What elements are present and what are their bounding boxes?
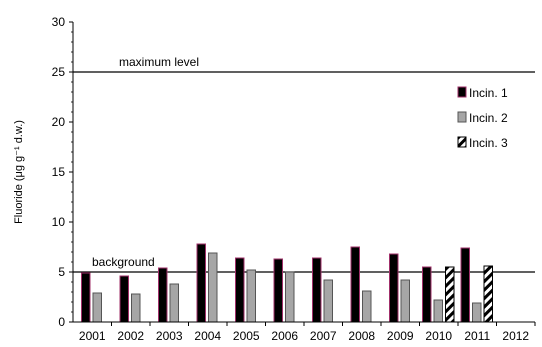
legend-swatch xyxy=(457,111,467,123)
legend-label: Incin. 3 xyxy=(469,136,508,150)
y-tick-label: 20 xyxy=(52,115,66,129)
reference-line-label: background xyxy=(92,255,155,269)
bar-incin-1-2011 xyxy=(460,247,470,323)
bar-incin-1-2006 xyxy=(273,258,283,323)
x-tick-label: 2010 xyxy=(425,329,452,343)
bar-incin-2-2007 xyxy=(323,279,333,323)
x-tick-label: 2012 xyxy=(502,329,529,343)
bar-incin-2-2011 xyxy=(472,302,482,323)
bar-incin-1-2008 xyxy=(350,246,360,323)
bar-incin-2-2002 xyxy=(131,293,141,323)
bar-incin-2-2006 xyxy=(285,271,295,323)
x-tick-label: 2005 xyxy=(233,329,260,343)
axes xyxy=(69,21,536,326)
bar-incin-1-2002 xyxy=(119,275,129,323)
x-tick-label: 2011 xyxy=(464,329,490,343)
x-tick-label: 2003 xyxy=(156,329,183,343)
bar-incin-2-2004 xyxy=(208,252,218,323)
reference-lines: maximum level background xyxy=(73,55,535,273)
x-tick-label: 2006 xyxy=(271,329,298,343)
y-tick-label: 10 xyxy=(52,215,66,229)
bar-incin-1-2005 xyxy=(235,257,245,323)
legend: Incin. 1 Incin. 2 Incin. 3 xyxy=(457,86,508,150)
tick-labels: 0 5 10 15 20 25 30 2001 2002 2003 2004 2005 2006 2007… xyxy=(52,15,530,343)
bar-incin-2-2001 xyxy=(92,292,102,323)
y-tick-label: 15 xyxy=(52,165,66,179)
bar-incin-1-2003 xyxy=(158,267,168,323)
y-tick-label: 5 xyxy=(58,265,65,279)
y-tick-label: 30 xyxy=(52,15,66,29)
bar-incin-1-2004 xyxy=(196,243,206,323)
legend-swatch xyxy=(457,136,467,148)
x-tick-label: 2008 xyxy=(348,329,375,343)
bar-incin-1-2007 xyxy=(312,257,322,323)
bar-incin-1-2009 xyxy=(389,253,399,323)
x-tick-label: 2002 xyxy=(117,329,144,343)
y-tick-label: 25 xyxy=(52,65,66,79)
y-axis-label: Fluoride (μg g⁻¹ d.w.) xyxy=(13,120,25,224)
bar-incin-1-2010 xyxy=(422,266,432,323)
bar-incin-2-2010 xyxy=(433,299,443,323)
x-tick-label: 2004 xyxy=(194,329,221,343)
reference-line-label: maximum level xyxy=(119,55,199,69)
bar-incin-1-2001 xyxy=(81,272,91,323)
x-tick-label: 2001 xyxy=(79,329,106,343)
bar-incin-2-2009 xyxy=(400,279,410,323)
bar-incin-3-2010 xyxy=(445,266,455,323)
bars xyxy=(81,243,493,323)
bar-incin-2-2005 xyxy=(246,269,256,323)
bar-incin-2-2003 xyxy=(169,283,179,323)
x-tick-label: 2007 xyxy=(310,329,337,343)
bar-incin-2-2008 xyxy=(362,290,372,323)
legend-swatch xyxy=(457,86,467,98)
bar-incin-3-2011 xyxy=(483,265,493,323)
legend-label: Incin. 2 xyxy=(469,111,508,125)
y-tick-label: 0 xyxy=(58,315,65,329)
x-tick-label: 2009 xyxy=(387,329,414,343)
legend-label: Incin. 1 xyxy=(469,86,508,100)
